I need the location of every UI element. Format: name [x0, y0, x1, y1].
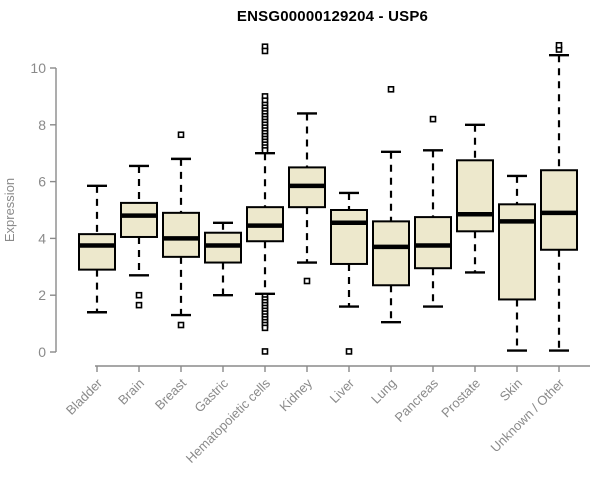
outlier-point-lung: [387, 86, 395, 93]
x-axis-label-prostate: Prostate: [438, 376, 483, 421]
box-pancreas: [414, 216, 452, 270]
outlier-point-hematopoietic-cells: [261, 348, 269, 355]
x-axis-label-pancreas: Pancreas: [392, 375, 442, 425]
x-axis-label-kidney: Kidney: [276, 375, 315, 414]
y-axis-tick-label: 10: [30, 60, 46, 76]
box-prostate: [456, 159, 494, 233]
outlier-point-brain: [135, 301, 143, 309]
box-bladder: [78, 233, 116, 271]
outlier-point-hematopoietic-cells: [261, 47, 269, 55]
y-axis-tick-label: 0: [38, 344, 46, 360]
outlier-point-brain: [135, 291, 143, 299]
outlier-point-kidney: [303, 277, 311, 285]
outlier-point-breast: [177, 131, 185, 139]
box-skin: [498, 203, 536, 301]
outlier-point-unknown-other: [555, 41, 563, 49]
x-axis-label-lung: Lung: [368, 376, 399, 407]
y-axis-tick-label: 8: [38, 117, 46, 133]
x-axis-label-bladder: Bladder: [63, 375, 106, 418]
x-axis-label-unknown-other: Unknown / Other: [488, 375, 568, 455]
x-axis-label-brain: Brain: [115, 376, 147, 408]
outlier-point-hematopoietic-cells: [261, 147, 269, 154]
y-axis-title: Expression: [2, 178, 17, 242]
outlier-point-pancreas: [429, 115, 437, 123]
y-axis-tick-label: 2: [38, 287, 46, 303]
box-breast: [162, 211, 200, 258]
box-liver: [330, 209, 368, 265]
box-brain: [120, 201, 158, 238]
x-axis-label-liver: Liver: [327, 375, 358, 406]
box-unknown-other: [540, 169, 578, 251]
y-axis-tick-label: 4: [38, 230, 46, 246]
outlier-point-liver: [345, 348, 353, 355]
x-axis-label-gastric: Gastric: [191, 375, 231, 415]
outlier-point-hematopoietic-cells: [261, 324, 269, 332]
box-lung: [372, 220, 410, 287]
outlier-point-breast: [177, 321, 185, 329]
chart-title: ENSG00000129204 - USP6: [236, 8, 429, 25]
x-axis-label-breast: Breast: [152, 375, 189, 412]
y-axis-tick-label: 6: [38, 174, 46, 190]
x-axis-label-skin: Skin: [497, 376, 525, 404]
